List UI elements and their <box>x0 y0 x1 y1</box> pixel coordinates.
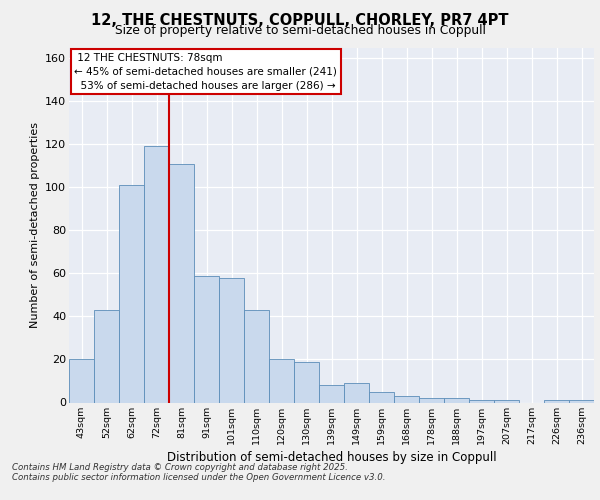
X-axis label: Distribution of semi-detached houses by size in Coppull: Distribution of semi-detached houses by … <box>167 450 496 464</box>
Bar <box>269 360 294 403</box>
Text: 12, THE CHESTNUTS, COPPULL, CHORLEY, PR7 4PT: 12, THE CHESTNUTS, COPPULL, CHORLEY, PR7… <box>91 13 509 28</box>
Bar <box>219 278 244 402</box>
Bar <box>119 185 144 402</box>
Bar <box>369 392 394 402</box>
Bar <box>419 398 444 402</box>
Bar <box>69 360 94 403</box>
Bar <box>194 276 219 402</box>
Y-axis label: Number of semi-detached properties: Number of semi-detached properties <box>29 122 40 328</box>
Text: 12 THE CHESTNUTS: 78sqm
← 45% of semi-detached houses are smaller (241)
  53% of: 12 THE CHESTNUTS: 78sqm ← 45% of semi-de… <box>74 53 337 91</box>
Bar <box>169 164 194 402</box>
Text: Contains public sector information licensed under the Open Government Licence v3: Contains public sector information licen… <box>12 472 386 482</box>
Text: Contains HM Land Registry data © Crown copyright and database right 2025.: Contains HM Land Registry data © Crown c… <box>12 462 348 471</box>
Text: Size of property relative to semi-detached houses in Coppull: Size of property relative to semi-detach… <box>115 24 485 37</box>
Bar <box>394 396 419 402</box>
Bar <box>469 400 494 402</box>
Bar <box>569 400 594 402</box>
Bar <box>244 310 269 402</box>
Bar <box>294 362 319 403</box>
Bar <box>344 383 369 402</box>
Bar <box>319 386 344 402</box>
Bar <box>544 400 569 402</box>
Bar <box>494 400 519 402</box>
Bar <box>144 146 169 402</box>
Bar <box>94 310 119 402</box>
Bar <box>444 398 469 402</box>
